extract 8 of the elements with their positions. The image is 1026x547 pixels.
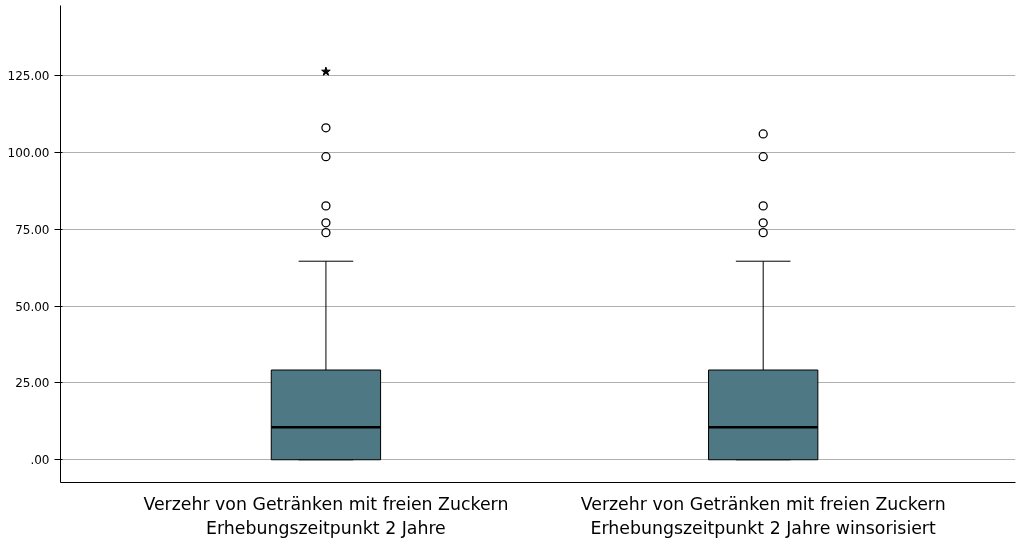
x-tick-label: Verzehr von Getränken mit freien Zuckern Erhebungszeitpunkt 2 Jahre [143,493,509,538]
y-tick-label: 125.00 [7,69,50,84]
y-tick-label: 100.00 [7,145,50,160]
y-tick-label: 75.00 [15,222,50,237]
y-tick-label: 50.00 [15,299,50,314]
x-tick-label: Verzehr von Getränken mit freien Zuckern Erhebungszeitpunkt 2 Jahre winsorisiert [580,493,946,538]
y-tick-label: .00 [30,453,50,468]
y-tick-label: 25.00 [15,376,50,391]
